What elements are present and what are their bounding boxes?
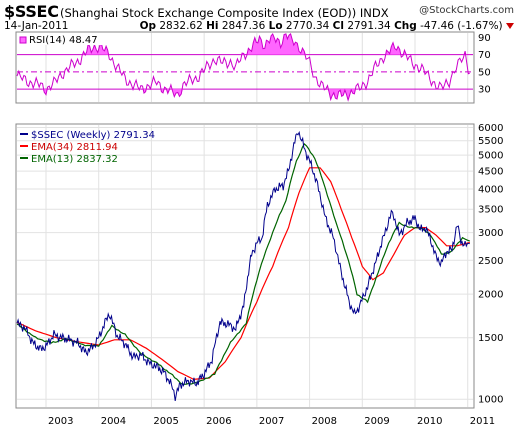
x-tick-label: 2008	[312, 416, 337, 427]
price-tick-label: 6000	[478, 123, 503, 134]
legend-ssec: $SSEC (Weekly) 2791.34	[31, 130, 155, 141]
ohlc-readout: Op 2832.62 Hi 2847.36 Lo 2770.34 Cl 2791…	[140, 20, 514, 32]
x-tick-label: 2006	[206, 416, 231, 427]
x-tick-label: 2004	[101, 416, 126, 427]
chart-name: (Shanghai Stock Exchange Composite Index…	[60, 6, 389, 20]
down-arrow-icon	[506, 22, 514, 29]
price-tick-label: 3000	[478, 228, 503, 239]
open-value: 2832.62	[159, 20, 203, 32]
price-legend: $SSEC (Weekly) 2791.34 EMA(34) 2811.94 E…	[20, 130, 155, 165]
price-tick-label: 4500	[478, 167, 503, 178]
low-label: Lo	[268, 20, 283, 32]
price-frame	[15, 123, 475, 409]
close-label: Cl	[332, 20, 344, 32]
price-tick-label: 1000	[478, 395, 503, 406]
price-tick-label: 3500	[478, 205, 503, 216]
rsi-legend: RSI(14) 48.47	[29, 35, 98, 46]
x-tick-label: 2010	[417, 416, 442, 427]
x-tick-labels: 2003 2004 2005 2006 2007 2008 2009 2010 2011	[48, 416, 495, 427]
x-tick-label: 2009	[364, 416, 389, 427]
rsi-tick-labels: 90 70 50 30	[478, 33, 491, 96]
quote-date: 14-Jan-2011	[4, 20, 69, 32]
rsi-panel: 90 70 50 30 RSI(14) 48.47	[15, 31, 491, 104]
x-tick-label: 2005	[153, 416, 178, 427]
rsi-legend-bg	[18, 33, 116, 45]
price-tick-label: 2000	[478, 290, 503, 301]
rsi-series-line	[16, 32, 471, 102]
chg-value: -47.46 (-1.67%)	[420, 20, 503, 32]
ema34-series-line	[16, 167, 470, 381]
chg-label: Chg	[394, 20, 417, 32]
price-tick-labels: 6000 5500 5000 4500 4000 3500 3000 2500 2000 1500…	[478, 123, 503, 406]
low-value: 2770.34	[285, 20, 330, 32]
rsi-tick-label: 30	[478, 85, 491, 96]
chart-symbol: $SSEC	[4, 2, 59, 21]
rsi-tick-label: 50	[478, 67, 491, 78]
x-tick-label: 2003	[48, 416, 73, 427]
price-tick-label: 4000	[478, 184, 503, 195]
stockcharts-credit[interactable]: @StockCharts.com	[419, 5, 514, 16]
exchange-label: INDX	[359, 6, 389, 20]
rsi-tick-label: 70	[478, 50, 491, 61]
rsi-tick-label: 90	[478, 33, 491, 44]
price-tick-label: 1500	[478, 333, 503, 344]
x-tick-label: 2007	[259, 416, 284, 427]
price-tick-label: 2500	[478, 256, 503, 267]
legend-ema34: EMA(34) 2811.94	[31, 142, 118, 153]
high-label: Hi	[206, 20, 219, 32]
index-name: (Shanghai Stock Exchange Composite Index…	[60, 6, 357, 20]
close-value: 2791.34	[347, 20, 391, 32]
x-tick-label: 2011	[470, 416, 495, 427]
open-label: Op	[139, 20, 157, 32]
rsi-legend-swatch	[19, 36, 27, 44]
price-tick-label: 5500	[478, 136, 503, 147]
high-value: 2847.36	[221, 20, 266, 32]
price-panel: 6000 5500 5000 4500 4000 3500 3000 2500 2000 1500…	[15, 123, 503, 427]
legend-ema13: EMA(13) 2837.32	[31, 154, 118, 165]
price-tick-label: 5000	[478, 151, 503, 162]
ssec-series-line	[16, 130, 470, 401]
